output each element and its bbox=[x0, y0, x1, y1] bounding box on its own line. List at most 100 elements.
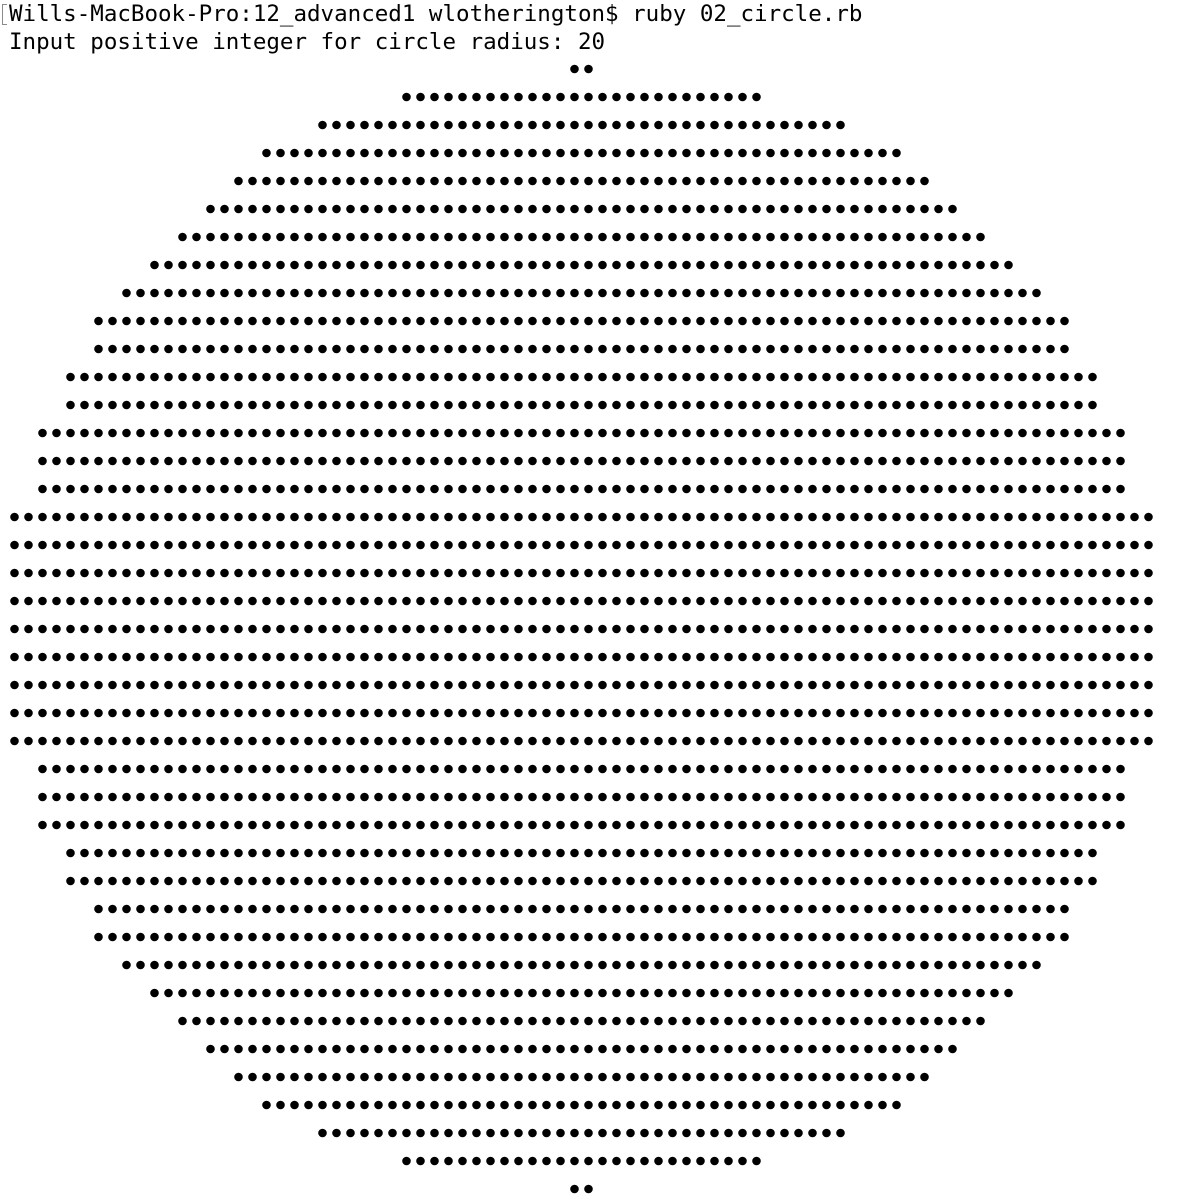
dot bbox=[164, 652, 173, 662]
dot bbox=[1018, 456, 1027, 466]
dot bbox=[864, 428, 873, 438]
dot bbox=[990, 848, 999, 858]
dot bbox=[514, 1100, 523, 1110]
dot bbox=[122, 596, 131, 606]
dot bbox=[808, 736, 817, 746]
dot bbox=[346, 316, 355, 326]
dot bbox=[598, 1156, 607, 1166]
dot bbox=[444, 1128, 453, 1138]
dot bbox=[962, 344, 971, 354]
dot bbox=[220, 400, 229, 410]
dot bbox=[878, 288, 887, 298]
dot bbox=[864, 232, 873, 242]
dot bbox=[220, 848, 229, 858]
dot bbox=[626, 372, 635, 382]
dot bbox=[430, 932, 439, 942]
dot bbox=[500, 456, 509, 466]
dot bbox=[738, 988, 747, 998]
dot bbox=[976, 904, 985, 914]
dot bbox=[52, 764, 61, 774]
dot bbox=[752, 1128, 761, 1138]
dot bbox=[836, 736, 845, 746]
dot bbox=[542, 1156, 551, 1166]
dot bbox=[598, 932, 607, 942]
dot bbox=[794, 1128, 803, 1138]
dot bbox=[66, 820, 75, 830]
dot bbox=[626, 1072, 635, 1082]
dot bbox=[808, 316, 817, 326]
dot bbox=[528, 988, 537, 998]
dot bbox=[738, 1128, 747, 1138]
dot bbox=[416, 428, 425, 438]
dot bbox=[472, 876, 481, 886]
dot bbox=[668, 456, 677, 466]
command-line: Wills-MacBook-Pro:12_advanced1 wlotherin… bbox=[9, 0, 862, 28]
dot bbox=[178, 344, 187, 354]
dot bbox=[514, 484, 523, 494]
dot bbox=[122, 904, 131, 914]
dot bbox=[66, 484, 75, 494]
dot bbox=[332, 820, 341, 830]
dot bbox=[948, 1044, 957, 1054]
dot bbox=[486, 1100, 495, 1110]
dot bbox=[934, 624, 943, 634]
dot bbox=[486, 484, 495, 494]
dot bbox=[808, 792, 817, 802]
dot bbox=[220, 428, 229, 438]
dot bbox=[1088, 652, 1097, 662]
dot bbox=[304, 344, 313, 354]
dot bbox=[444, 260, 453, 270]
dot bbox=[360, 512, 369, 522]
dot bbox=[990, 260, 999, 270]
dot bbox=[808, 708, 817, 718]
dot bbox=[234, 484, 243, 494]
dot bbox=[990, 428, 999, 438]
dot bbox=[136, 876, 145, 886]
dot bbox=[780, 652, 789, 662]
dot bbox=[1088, 428, 1097, 438]
dot bbox=[1060, 820, 1069, 830]
dot bbox=[290, 1044, 299, 1054]
dot bbox=[164, 372, 173, 382]
dot bbox=[682, 456, 691, 466]
dot bbox=[864, 904, 873, 914]
dot bbox=[990, 512, 999, 522]
dot bbox=[696, 484, 705, 494]
dot bbox=[626, 596, 635, 606]
dot bbox=[1102, 456, 1111, 466]
dot bbox=[794, 960, 803, 970]
dot bbox=[780, 624, 789, 634]
dot bbox=[304, 512, 313, 522]
dot bbox=[836, 904, 845, 914]
dot bbox=[276, 988, 285, 998]
dot bbox=[962, 624, 971, 634]
dot bbox=[892, 876, 901, 886]
dot bbox=[738, 428, 747, 438]
dot bbox=[206, 764, 215, 774]
dot bbox=[738, 764, 747, 774]
dot bbox=[752, 820, 761, 830]
dot bbox=[290, 736, 299, 746]
dot bbox=[668, 372, 677, 382]
dot bbox=[500, 876, 509, 886]
dot bbox=[276, 960, 285, 970]
dot bbox=[94, 652, 103, 662]
dot bbox=[808, 1044, 817, 1054]
dot bbox=[1102, 764, 1111, 774]
dot bbox=[808, 932, 817, 942]
dot bbox=[752, 1016, 761, 1026]
dot bbox=[822, 820, 831, 830]
dot bbox=[318, 344, 327, 354]
dot bbox=[248, 568, 257, 578]
dot bbox=[430, 148, 439, 158]
dot bbox=[584, 232, 593, 242]
dot bbox=[318, 932, 327, 942]
dot bbox=[206, 428, 215, 438]
dot bbox=[822, 848, 831, 858]
dot bbox=[934, 596, 943, 606]
dot bbox=[766, 232, 775, 242]
dot bbox=[808, 652, 817, 662]
dot bbox=[1074, 848, 1083, 858]
dot bbox=[836, 652, 845, 662]
